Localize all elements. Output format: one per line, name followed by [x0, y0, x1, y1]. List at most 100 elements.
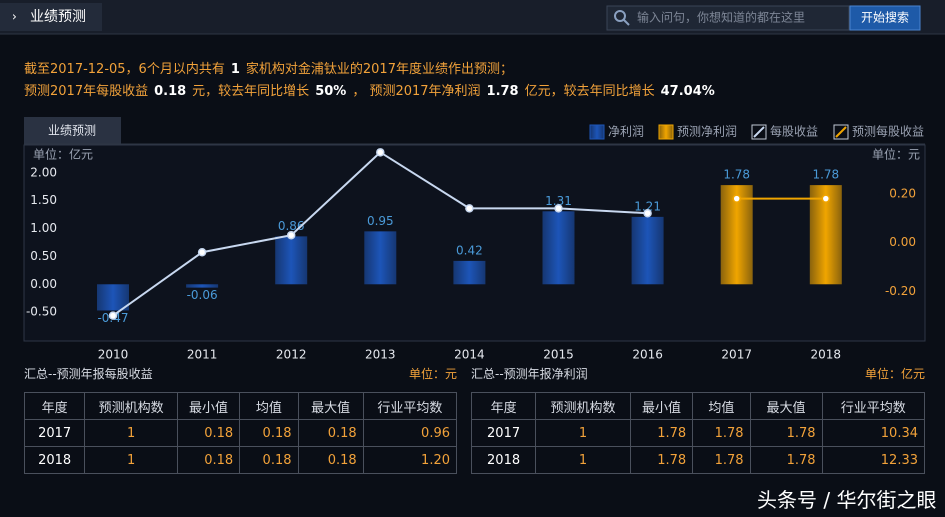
legend-label: 每股收益	[770, 124, 818, 139]
bar	[453, 260, 486, 285]
legend-label: 预测净利润	[677, 125, 737, 139]
header-cell: 预测机构数	[535, 392, 631, 420]
summary-text: 预测2017年每股收益	[24, 84, 149, 99]
watermark: 头条号 / 华尔街之眼	[757, 488, 937, 512]
bar-value-label: 1.21	[634, 199, 661, 213]
table-cell: 1.20	[362, 446, 458, 474]
table-unit: 单位：元	[408, 367, 457, 381]
search-button[interactable]	[849, 5, 921, 31]
header-cell: 最大值	[749, 392, 823, 420]
chart-tab[interactable]	[24, 117, 121, 144]
x-tick-label: 2018	[811, 348, 842, 362]
table-title: 汇总--预测年报每股收益	[24, 367, 153, 381]
summary-figure: 50%	[315, 84, 347, 99]
summary-figure: 1	[230, 62, 240, 77]
bar	[542, 211, 575, 285]
y-tick-label: 0.50	[30, 249, 57, 263]
summary-line: 预测2017年每股收益 0.18 元，较去年同比增长 50% ， 预测2017年净利润 1…	[24, 80, 721, 99]
right-unit: 单位：元	[872, 147, 920, 162]
legend-label: 净利润	[608, 125, 644, 139]
line-marker	[376, 148, 385, 157]
bar-value-label: 0.95	[367, 214, 394, 228]
header-row: 年度 预测机构数 最小值 均值 最大值 行业平均数	[470, 392, 926, 420]
legend-swatch	[753, 126, 765, 138]
header-cell: 年度	[470, 392, 537, 420]
summary-line: 截至2017-12-05，6个月以内共有 1 家机构对金浦钛业的2017年度业绩作出…	[24, 58, 513, 77]
table: 年度 预测机构数 最小值 均值 最大值 行业平均数 2017 1 0.18 0.18 0.18 0.9…	[23, 392, 458, 474]
plot-area	[23, 144, 926, 342]
y2-tick-label: -0.20	[885, 284, 916, 298]
x-tick-label: 2010	[98, 348, 129, 362]
tab-bg[interactable]	[0, 3, 102, 31]
table-cell: 0.96	[362, 419, 458, 447]
tab-arrow: ›	[12, 10, 17, 24]
table-cell: 1	[535, 419, 631, 447]
legend-swatch	[835, 126, 847, 138]
bar-value-label: -0.06	[187, 288, 218, 302]
table-cell: 0.18	[176, 419, 241, 447]
table-cell: 10.34	[821, 419, 926, 447]
table-title: 汇总--预测年报净利润	[471, 367, 588, 381]
legend-swatch	[589, 124, 605, 140]
table-row: 2017 1 0.18 0.18 0.18 0.96	[23, 419, 458, 447]
search-button-label[interactable]: 开始搜索	[861, 10, 909, 25]
table-cell: 0.18	[239, 446, 299, 474]
bar	[97, 284, 129, 311]
summary-text: 截至2017-12-05，6个月以内共有	[24, 62, 225, 77]
table-cell: 1.78	[749, 446, 823, 474]
search-box[interactable]	[606, 5, 850, 31]
y-tick-label: 1.50	[30, 193, 57, 207]
table-cell: 1.78	[692, 446, 751, 474]
table-cell: 1.78	[629, 446, 694, 474]
bar-value-label: 1.31	[545, 194, 572, 208]
header-cell: 年度	[23, 392, 86, 420]
legend-label: 预测每股收益	[852, 124, 924, 139]
table-cell: 2018	[470, 446, 537, 474]
x-tick-label: 2012	[276, 348, 307, 362]
summary-figure: 0.18	[154, 84, 187, 99]
line-marker	[732, 194, 741, 203]
y2-tick-label: 0.20	[889, 186, 916, 200]
y2-tick-label: 0.00	[889, 235, 916, 249]
bar-value-label: 1.78	[723, 168, 750, 182]
search-icon	[614, 10, 626, 22]
header-cell: 预测机构数	[84, 392, 178, 420]
y-tick-label: 2.00	[30, 165, 57, 179]
header-row: 年度 预测机构数 最小值 均值 最大值 行业平均数	[23, 392, 458, 420]
tab-title[interactable]: 业绩预测	[30, 9, 86, 25]
header-cell: 最小值	[629, 392, 694, 420]
y-tick-label: 1.00	[30, 221, 57, 235]
table-cell: 1.78	[749, 419, 823, 447]
table-cell: 1.78	[629, 419, 694, 447]
table-unit: 单位：亿元	[864, 367, 925, 381]
bar	[631, 216, 664, 285]
x-tick-label: 2017	[721, 348, 752, 362]
summary-text: 元，较去年同比增长	[192, 84, 310, 99]
table-row: 2017 1 1.78 1.78 1.78 10.34	[470, 419, 926, 447]
header-cell: 均值	[239, 392, 299, 420]
header-cell: 行业平均数	[821, 392, 926, 420]
summary-figure: 1.78	[486, 84, 519, 99]
line-marker	[197, 248, 207, 257]
table-cell: 1	[84, 419, 178, 447]
table-cell: 0.18	[239, 419, 299, 447]
table-row: 2018 1 1.78 1.78 1.78 12.33	[470, 446, 926, 474]
x-tick-label: 2014	[454, 348, 485, 362]
line-marker	[821, 194, 831, 203]
line-marker	[643, 209, 652, 218]
table-cell: 2017	[23, 419, 86, 447]
bar-value-label: 0.42	[456, 243, 483, 257]
table-cell: 2017	[470, 419, 537, 447]
table-cell: 0.18	[297, 419, 364, 447]
chart-tab-label[interactable]: 业绩预测	[48, 124, 96, 138]
search-placeholder[interactable]: 输入问句，你想知道的都在这里	[637, 10, 805, 25]
x-tick-label: 2013	[365, 348, 396, 362]
table: 年度 预测机构数 最小值 均值 最大值 行业平均数 2017 1 1.78 1.78 1.78 10.…	[470, 392, 926, 474]
table-row: 2018 1 0.18 0.18 0.18 1.20	[23, 446, 458, 474]
header-cell: 均值	[692, 392, 751, 420]
bar	[364, 231, 397, 285]
table-cell: 2018	[23, 446, 86, 474]
header-cell: 最大值	[297, 392, 364, 420]
header-cell: 最小值	[176, 392, 241, 420]
